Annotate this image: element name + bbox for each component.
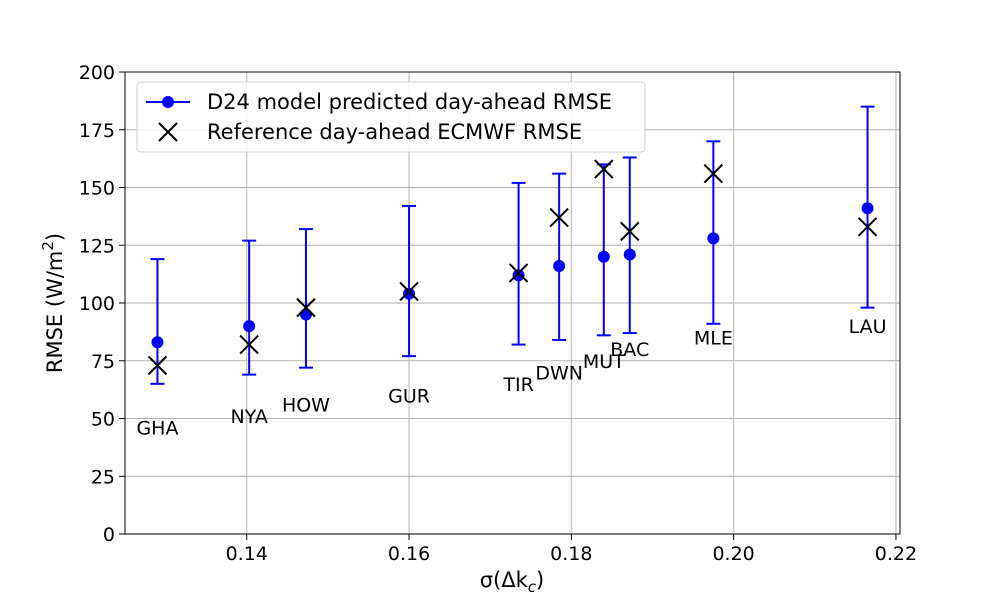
legend: D24 model predicted day-ahead RMSE Refer… [136,81,646,153]
x-tick-label: 0.22 [875,543,917,565]
y-tick-label: 175 [79,120,115,142]
ref-point-mle [703,163,724,184]
station-label-mut: MUT [583,351,625,373]
error-bar-bac [622,156,637,335]
y-tick-label: 200 [79,62,115,84]
x-axis-label: σ(Δkc) [480,568,544,596]
pred-point-how [299,308,312,321]
error-bars [150,105,875,385]
pred-point-dwn [553,260,566,273]
error-bar-mut [596,163,611,337]
legend-label-predicted: D24 model predicted day-ahead RMSE [207,90,612,114]
ref-point-lau [857,217,878,237]
ref-point-mut [594,159,614,179]
y-tick-label: 50 [91,409,115,431]
ref-point-nya [239,334,259,355]
y-tick-label: 150 [79,178,115,200]
ref-point-dwn [549,207,569,228]
pred-point-mle [707,232,720,245]
legend-marker-predicted [162,96,174,108]
error-bar-gha [150,258,165,385]
station-label-dwn: DWN [535,362,583,384]
station-label-mle: MLE [694,328,733,350]
pred-point-tir [512,269,525,282]
y-tick-label: 125 [79,235,115,257]
station-label-nya: NYA [230,406,267,428]
x-tick-label: 0.20 [712,543,754,565]
x-tick-label: 0.18 [550,543,592,565]
axis-ticks: 0.14 0.16 0.18 0.20 0.22 0 25 50 75 100 125 150 175 2… [79,62,917,565]
ref-point-how [296,297,316,318]
legend-label-reference: Reference day-ahead ECMWF RMSE [207,120,582,144]
pred-point-mut [597,250,610,263]
ref-point-gur [399,281,419,302]
pred-point-lau [861,202,874,215]
y-tick-label: 100 [79,293,115,315]
pred-point-gha [151,336,164,349]
y-axis-label: RMSE (W/m2) [39,233,67,373]
error-bar-how [298,228,313,369]
error-bar-tir [511,181,526,346]
station-label-lau: LAU [849,316,887,338]
pred-point-gur [403,287,416,300]
ref-point-bac [620,221,640,242]
series-predicted [151,202,874,349]
y-tick-label: 75 [91,351,115,373]
station-label-tir: TIR [502,374,533,396]
legend-marker-reference [158,122,178,142]
x-tick-label: 0.14 [226,543,268,565]
legend-box [136,81,646,153]
ref-point-gha [147,355,168,376]
error-bar-nya [242,239,257,376]
station-label-bac: BAC [610,339,649,361]
ref-point-tir [508,263,529,283]
y-tick-label: 0 [103,524,115,546]
error-bar-gur [402,204,417,358]
pred-point-bac [623,248,636,261]
pred-point-nya [243,320,256,333]
station-label-gur: GUR [388,385,430,407]
x-tick-label: 0.16 [388,543,430,565]
series-reference [147,159,878,376]
error-bar-dwn [552,172,567,341]
station-label-how: HOW [282,395,330,417]
station-label-gha: GHA [136,418,178,440]
y-tick-label: 25 [91,466,115,488]
